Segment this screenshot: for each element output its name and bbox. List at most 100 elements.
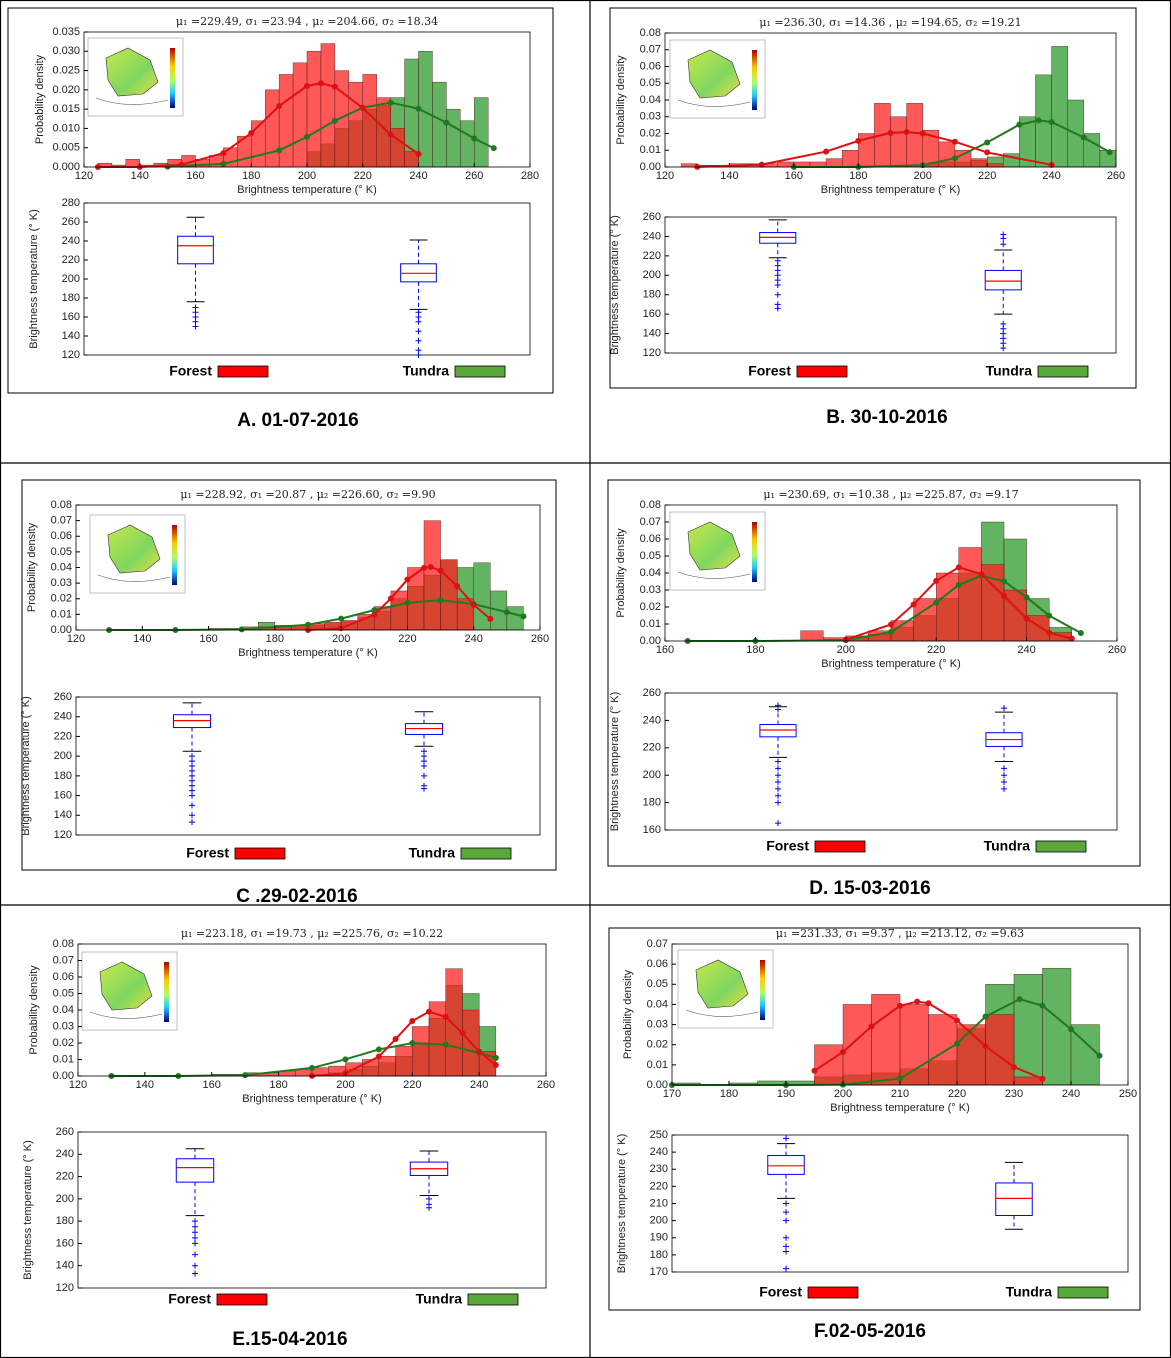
fit-point [388, 595, 394, 601]
fit-point [491, 145, 497, 151]
outlier [1000, 345, 1006, 351]
fit-point [220, 150, 226, 156]
legend-label: Tundra [403, 363, 450, 379]
x-tick-label: 180 [746, 644, 764, 656]
x-axis-label: Brightness temperature (° K) [238, 647, 378, 659]
y-tick-label: 0.03 [640, 111, 661, 123]
outlier [189, 819, 195, 825]
y-axis-label: Probability density [34, 54, 46, 144]
x-tick-label: 140 [720, 170, 738, 182]
box [985, 270, 1021, 289]
fit-point [1011, 1064, 1017, 1070]
y-axis-label: Probability density [615, 55, 627, 145]
fit-point [371, 612, 377, 618]
x-tick-label: 180 [849, 170, 867, 182]
fit-point [956, 582, 962, 588]
y-tick-label: 0.08 [640, 27, 661, 39]
fit-point [487, 616, 493, 622]
y-axis-label: Brightness temperature (° K) [22, 1140, 34, 1280]
fit-point [376, 1054, 382, 1060]
fit-point [438, 568, 444, 574]
fit-point [954, 1018, 960, 1024]
y-axis-label: Probability density [28, 965, 40, 1055]
y-tick-label: 0.03 [647, 1018, 668, 1030]
histogram-bar [842, 150, 858, 167]
outlier [421, 763, 427, 769]
outlier [189, 793, 195, 799]
inset-colorbar [752, 522, 757, 582]
outlier [783, 1201, 789, 1207]
outlier [783, 1248, 789, 1254]
y-axis-label: Brightness temperature (° K) [20, 696, 32, 836]
x-tick-label: 160 [785, 170, 803, 182]
chart-title: μ₁ =230.69, σ₁ =10.38 , μ₂ =225.87, σ₂ =… [763, 488, 1018, 501]
panel-caption: F.02-05-2016 [814, 1321, 926, 1342]
y-tick-label: 0.08 [53, 938, 74, 950]
histogram-bar [396, 1046, 413, 1076]
chart-title: μ₁ =228.92, σ₁ =20.87 , μ₂ =226.60, σ₂ =… [180, 488, 435, 501]
histogram-bar [307, 51, 321, 167]
histogram-bar [265, 90, 279, 167]
y-tick-label: 160 [56, 1237, 74, 1249]
fit-point [1107, 149, 1113, 155]
fit-point [904, 129, 910, 135]
fit-point [914, 999, 920, 1005]
fit-point [388, 132, 394, 138]
x-tick-label: 230 [1005, 1088, 1023, 1100]
outlier [193, 305, 199, 311]
outlier [783, 1235, 789, 1241]
fit-point [360, 105, 366, 111]
legend-label: Forest [748, 363, 791, 379]
outlier [189, 812, 195, 818]
fit-point [504, 609, 510, 615]
histogram-bar [891, 117, 907, 167]
y-tick-label: 220 [56, 1170, 74, 1182]
y-tick-label: 0.000 [52, 161, 80, 173]
x-tick-label: 140 [133, 633, 151, 645]
x-tick-label: 180 [269, 1079, 287, 1091]
inset-colorbar [164, 962, 169, 1022]
inset-colorbar [172, 525, 177, 585]
fit-point [1081, 135, 1087, 141]
outlier [189, 802, 195, 808]
fit-point [984, 149, 990, 155]
y-tick-label: 0.02 [640, 127, 661, 139]
legend-swatch [218, 366, 268, 377]
outlier [1001, 779, 1007, 785]
outlier [416, 328, 422, 334]
legend-label: Forest [186, 845, 229, 861]
outlier [426, 1205, 432, 1211]
fit-point [1078, 630, 1084, 636]
outlier [783, 1266, 789, 1272]
legend-label: Tundra [986, 363, 1033, 379]
y-tick-label: 0.07 [51, 515, 72, 527]
y-axis-label: Brightness temperature (° K) [28, 209, 40, 349]
y-tick-label: 200 [643, 269, 661, 281]
fit-point [493, 1055, 499, 1061]
outlier [775, 820, 781, 826]
outlier [192, 1252, 198, 1258]
outlier [1001, 772, 1007, 778]
inset-colorbar [752, 50, 757, 110]
legend-swatch [815, 841, 865, 852]
y-tick-label: 0.05 [647, 978, 668, 990]
y-tick-label: 160 [54, 789, 72, 801]
histogram-bar [929, 1015, 958, 1086]
fit-point [1001, 578, 1007, 584]
histogram-bar [1014, 1077, 1043, 1085]
y-tick-label: 220 [643, 742, 661, 754]
fit-point [1024, 594, 1030, 600]
y-tick-label: 180 [650, 1249, 668, 1261]
histogram-bar [971, 159, 987, 167]
fit-point [1017, 996, 1023, 1002]
fit-point [471, 602, 477, 608]
fit-point [459, 1030, 465, 1036]
histogram-bar [987, 164, 1003, 167]
fit-point [1016, 122, 1022, 128]
y-tick-label: 120 [643, 347, 661, 359]
legend-label: Tundra [1006, 1284, 1053, 1300]
y-axis-label: Brightness temperature (° K) [609, 692, 621, 832]
histogram-bar [826, 159, 842, 167]
outlier [775, 305, 781, 311]
y-tick-label: 0.020 [52, 84, 80, 96]
